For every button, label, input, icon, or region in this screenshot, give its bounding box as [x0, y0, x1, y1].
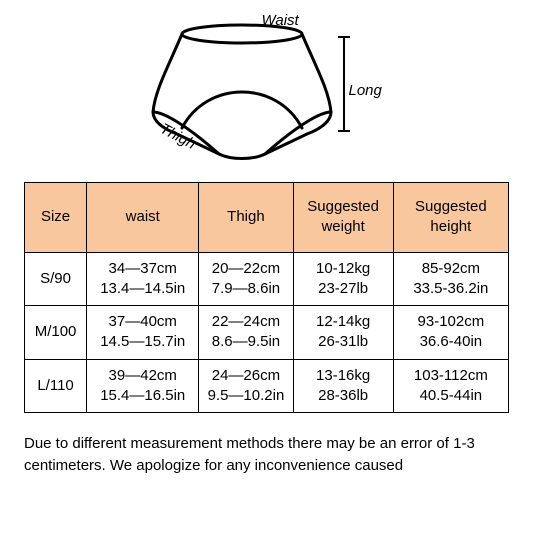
column-header: Size: [25, 183, 87, 253]
table-cell: 93-102cm36.6-40in: [393, 306, 508, 360]
table-cell: 13-16kg28-36lb: [293, 359, 393, 413]
disclaimer-text: Due to different measurement methods the…: [24, 433, 509, 477]
table-cell: 34—37cm13.4—14.5in: [87, 252, 199, 306]
table-cell: M/100: [25, 306, 87, 360]
table-cell: S/90: [25, 252, 87, 306]
garment-diagram: Waist Long Thigh: [97, 12, 437, 172]
table-row: M/10037—40cm14.5—15.7in22—24cm8.6—9.5in1…: [25, 306, 509, 360]
column-header: Suggestedweight: [293, 183, 393, 253]
table-cell: 39—42cm15.4—16.5in: [87, 359, 199, 413]
table-cell: 10-12kg23-27lb: [293, 252, 393, 306]
table-cell: 20—22cm7.9—8.6in: [199, 252, 293, 306]
table-row: S/9034—37cm13.4—14.5in20—22cm7.9—8.6in10…: [25, 252, 509, 306]
table-cell: 85-92cm33.5-36.2in: [393, 252, 508, 306]
column-header: Thigh: [199, 183, 293, 253]
table-cell: 12-14kg26-31lb: [293, 306, 393, 360]
column-header: Suggestedheight: [393, 183, 508, 253]
measure-line-long: [343, 36, 345, 132]
size-table: SizewaistThighSuggestedweightSuggestedhe…: [24, 182, 509, 413]
table-cell: 22—24cm8.6—9.5in: [199, 306, 293, 360]
measure-tick: [338, 130, 350, 132]
table-header: SizewaistThighSuggestedweightSuggestedhe…: [25, 183, 509, 253]
size-chart-page: Waist Long Thigh SizewaistThighSuggested…: [0, 0, 533, 533]
garment-outline: [147, 20, 337, 162]
table-cell: 37—40cm14.5—15.7in: [87, 306, 199, 360]
table-row: L/11039—42cm15.4—16.5in24—26cm9.5—10.2in…: [25, 359, 509, 413]
column-header: waist: [87, 183, 199, 253]
table-cell: 24—26cm9.5—10.2in: [199, 359, 293, 413]
diagram-label-long: Long: [349, 82, 382, 99]
table-cell: L/110: [25, 359, 87, 413]
table-body: S/9034—37cm13.4—14.5in20—22cm7.9—8.6in10…: [25, 252, 509, 413]
table-cell: 103-112cm40.5-44in: [393, 359, 508, 413]
